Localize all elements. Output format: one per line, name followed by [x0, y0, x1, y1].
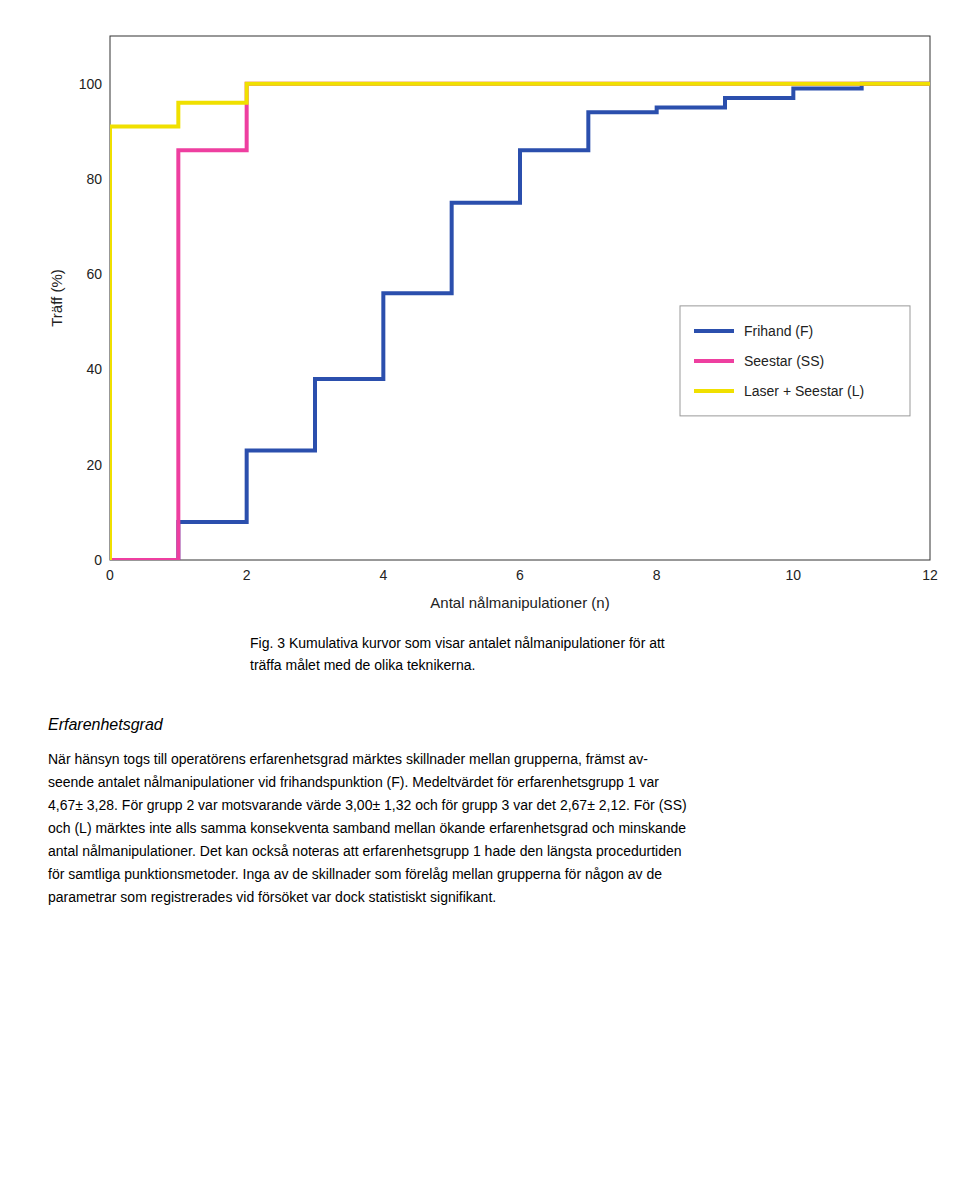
- section-title: Erfarenhetsgrad: [48, 716, 164, 733]
- legend: Frihand (F) Seestar (SS) Laser + Seestar (…: [680, 306, 910, 416]
- series-line: [110, 84, 930, 560]
- body-line: 4,67± 3,28. För grupp 2 var motsvarande …: [48, 797, 687, 813]
- axes: 0 2 4 6 8 10 12 0 20 40 60 80 100 Antal nålmanipulati…: [48, 76, 938, 611]
- y-axis-label: Träff (%): [48, 269, 65, 327]
- y-tick-label: 80: [86, 171, 102, 187]
- x-tick-label: 0: [106, 567, 114, 583]
- legend-label: Frihand (F): [744, 323, 813, 339]
- legend-swatch: [694, 389, 734, 393]
- body-line: antal nålmanipulationer. Det kan också n…: [48, 843, 682, 859]
- x-tick-label: 6: [516, 567, 524, 583]
- y-tick-label: 40: [86, 361, 102, 377]
- legend-label: Seestar (SS): [744, 353, 824, 369]
- legend-swatch: [694, 359, 734, 363]
- page: 0 2 4 6 8 10 12 0 20 40 60 80 100 Antal nålmanipulati…: [0, 0, 960, 1189]
- body-line: parametrar som registrerades vid försöke…: [48, 889, 496, 905]
- body-line: När hänsyn togs till operatörens erfaren…: [48, 751, 648, 767]
- y-tick-label: 20: [86, 457, 102, 473]
- body-line: seende antalet nålmanipulationer vid fri…: [48, 774, 659, 790]
- lines: [110, 84, 930, 560]
- caption: Fig. 3 Kumulativa kurvor som visar antal…: [250, 635, 665, 673]
- caption-line: träffa målet med de olika teknikerna.: [250, 657, 475, 673]
- plot-frame: [110, 36, 930, 560]
- body-text: När hänsyn togs till operatörens erfaren…: [48, 751, 687, 905]
- body-line: för samtliga punktionsmetoder. Inga av d…: [48, 866, 662, 882]
- x-axis-label: Antal nålmanipulationer (n): [430, 594, 609, 611]
- x-tick-label: 8: [653, 567, 661, 583]
- y-tick-label: 60: [86, 266, 102, 282]
- y-tick-label: 100: [79, 76, 103, 92]
- body-line: och (L) märktes inte alls samma konsekve…: [48, 820, 686, 836]
- x-tick-label: 12: [922, 567, 938, 583]
- legend-label: Laser + Seestar (L): [744, 383, 864, 399]
- y-tick-label: 0: [94, 552, 102, 568]
- caption-line: Fig. 3 Kumulativa kurvor som visar antal…: [250, 635, 665, 651]
- series-line: [110, 84, 930, 560]
- x-tick-label: 4: [379, 567, 387, 583]
- series-line: [110, 84, 930, 560]
- x-tick-label: 10: [786, 567, 802, 583]
- x-tick-label: 2: [243, 567, 251, 583]
- legend-swatch: [694, 329, 734, 333]
- legend-box: [680, 306, 910, 416]
